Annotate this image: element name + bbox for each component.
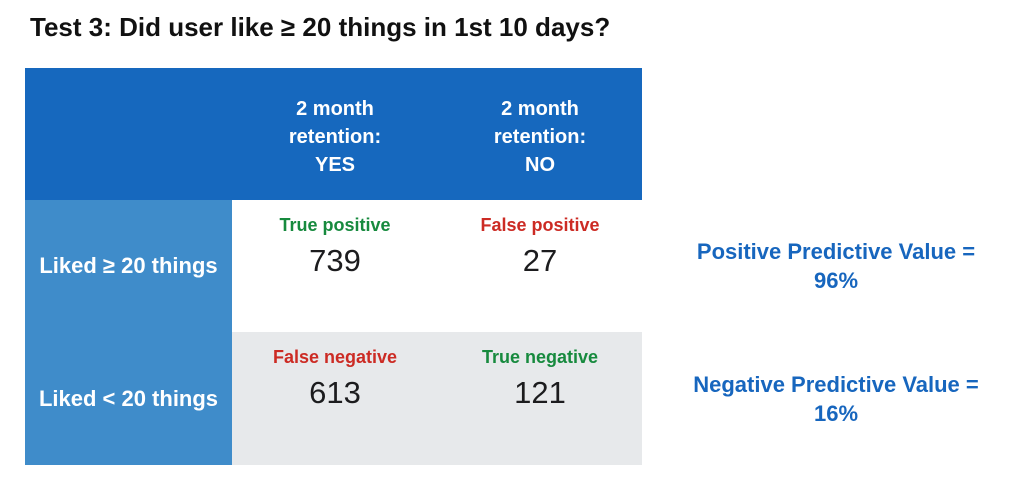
page-title: Test 3: Did user like ≥ 20 things in 1st… bbox=[30, 12, 611, 42]
cell-false-positive: False positive 27 bbox=[438, 200, 642, 332]
column-header-line: 2 month bbox=[296, 98, 374, 120]
row-label-liked-lt-20: Liked < 20 things bbox=[25, 332, 232, 465]
cell-value: 121 bbox=[514, 375, 566, 410]
confusion-matrix-table: 2 month retention: YES 2 month retention… bbox=[25, 68, 642, 465]
cell-true-positive: True positive 739 bbox=[232, 200, 438, 332]
row-label-liked-ge-20: Liked ≥ 20 things bbox=[25, 200, 232, 332]
cell-value: 613 bbox=[309, 375, 361, 410]
cell-tag: True negative bbox=[481, 347, 599, 367]
column-header-line: NO bbox=[525, 154, 555, 176]
cell-tag: False positive bbox=[480, 215, 600, 235]
column-header-line: retention: bbox=[493, 126, 587, 148]
cell-tag: True positive bbox=[279, 215, 391, 235]
cell-true-negative: True negative 121 bbox=[438, 332, 642, 465]
ppv-value: 96% bbox=[813, 268, 859, 293]
column-header-retention-no: 2 month retention: NO bbox=[438, 68, 642, 200]
npv-value: 16% bbox=[813, 400, 859, 426]
positive-predictive-value-annotation: Positive Predictive Value = 96% bbox=[648, 200, 1024, 332]
header-corner-cell bbox=[25, 68, 232, 200]
negative-predictive-value-annotation: Negative Predictive Value = 16% bbox=[648, 332, 1024, 465]
column-header-line: retention: bbox=[288, 126, 382, 148]
npv-label: Negative Predictive Value = bbox=[693, 371, 979, 397]
ppv-label: Positive Predictive Value = bbox=[696, 239, 976, 264]
column-header-line: 2 month bbox=[501, 98, 579, 120]
cell-value: 27 bbox=[522, 243, 558, 278]
cell-tag: False negative bbox=[272, 347, 398, 367]
cell-false-negative: False negative 613 bbox=[232, 332, 438, 465]
column-header-line: YES bbox=[314, 154, 356, 176]
column-header-retention-yes: 2 month retention: YES bbox=[232, 68, 438, 200]
cell-value: 739 bbox=[309, 243, 361, 278]
